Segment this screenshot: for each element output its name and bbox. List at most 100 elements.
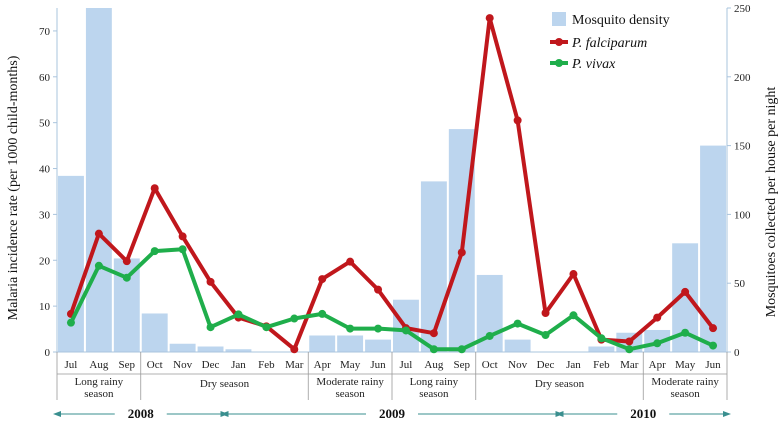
season-label-line: Dry season [535, 378, 585, 390]
p-vivax-point-3 [150, 247, 159, 256]
season-label: Dry season [535, 378, 585, 390]
p-vivax-point-23 [709, 341, 718, 350]
season-label: Long rainy season [410, 376, 459, 400]
legend: Mosquito density P. falciparum P. vivax [550, 12, 670, 72]
season-label-line: season [670, 388, 700, 400]
left-tick-label: 0 [45, 347, 51, 359]
legend-label-mosquito: Mosquito density [572, 13, 670, 28]
left-tick-label: 40 [39, 164, 51, 176]
p-vivax-point-20 [625, 345, 634, 354]
month-label: Jul [400, 359, 413, 371]
legend-label-series: P. vivax [571, 57, 616, 72]
month-label: Jan [566, 359, 581, 371]
axes: 0 10 20 30 40 50 60 70 0 50 100 150 200 250 Malaria in… [6, 3, 779, 359]
p-vivax-point-12 [401, 326, 410, 335]
season-label: Moderate rainy season [316, 376, 384, 400]
season-label-line: season [419, 388, 449, 400]
season-label-line: season [335, 388, 365, 400]
bar-may-10 [337, 335, 364, 352]
month-label: Nov [508, 359, 527, 371]
series-lines [66, 14, 718, 354]
p-vivax-point-9 [318, 309, 327, 318]
p-falciparum-point-10 [346, 257, 355, 266]
left-tick-label: 10 [39, 301, 51, 313]
right-tick-label: 200 [734, 72, 751, 84]
p-falciparum-point-14 [457, 248, 466, 257]
bar-dec-5 [197, 346, 224, 352]
p-falciparum-point-15 [485, 14, 494, 23]
season-label: Moderate rainy season [651, 376, 719, 400]
month-label: Jun [705, 359, 721, 371]
p-vivax-point-5 [206, 323, 215, 332]
legend-swatch-dot [555, 38, 563, 46]
bar-apr-9 [309, 335, 336, 352]
month-label: Nov [173, 359, 192, 371]
p-vivax-point-18 [569, 311, 578, 320]
right-tick-label: 150 [734, 141, 751, 153]
month-label: Sep [454, 359, 471, 371]
p-vivax-point-15 [485, 331, 494, 340]
p-vivax-point-22 [681, 328, 690, 337]
month-label: Oct [147, 359, 163, 371]
season-label: Long rainy season [75, 376, 124, 400]
p-falciparum-point-5 [206, 277, 215, 286]
p-falciparum-point-4 [178, 232, 187, 241]
left-axis-title: Malaria incidence rate (per 1000 child-m… [6, 55, 21, 320]
left-tick-label: 50 [39, 118, 51, 130]
p-falciparum-point-1 [94, 229, 103, 238]
p-falciparum-point-20 [625, 337, 634, 346]
p-vivax-point-17 [541, 331, 550, 340]
year-label: 2010 [630, 406, 656, 421]
bar-nov-4 [169, 343, 196, 352]
p-falciparum-point-16 [513, 116, 522, 125]
month-label: Oct [482, 359, 498, 371]
p-falciparum-point-23 [709, 324, 718, 333]
p-vivax-point-6 [234, 310, 243, 319]
p-vivax-point-7 [262, 323, 271, 332]
month-label: Apr [314, 359, 331, 371]
season-label-line: Moderate rainy [316, 376, 384, 388]
season-label-line: season [84, 388, 114, 400]
p-falciparum-point-2 [122, 257, 131, 266]
season-label: Dry season [200, 378, 250, 390]
p-falciparum-point-13 [429, 329, 438, 338]
month-label: Sep [119, 359, 136, 371]
legend-swatch-dot [555, 59, 563, 67]
p-vivax-point-14 [457, 345, 466, 354]
p-falciparum-line [69, 16, 715, 352]
month-label: May [675, 359, 696, 371]
p-falciparum-point-22 [681, 287, 690, 296]
mosquito-density-bars [58, 8, 726, 352]
p-vivax-point-13 [429, 345, 438, 354]
p-vivax-point-8 [290, 314, 299, 323]
month-label: Feb [258, 359, 275, 371]
month-label: Feb [593, 359, 610, 371]
left-tick-label: 30 [39, 209, 51, 221]
p-falciparum-point-3 [150, 184, 159, 193]
p-falciparum-point-17 [541, 309, 550, 318]
right-tick-label: 50 [734, 278, 746, 290]
p-falciparum-point-18 [569, 270, 578, 279]
p-falciparum-point-9 [318, 275, 327, 284]
bar-aug-13 [420, 181, 447, 352]
legend-label-series: P. falciparum [571, 36, 647, 51]
month-label: Jul [65, 359, 78, 371]
p-vivax-line [69, 247, 714, 352]
month-label: May [340, 359, 361, 371]
bar-feb-19 [588, 346, 615, 352]
month-label: Dec [537, 359, 555, 371]
p-falciparum-point-21 [653, 313, 662, 322]
left-tick-label: 70 [39, 26, 51, 38]
season-label-line: Long rainy [410, 376, 459, 388]
month-label: Jun [370, 359, 386, 371]
month-label: Aug [89, 359, 108, 371]
season-label-line: Long rainy [75, 376, 124, 388]
right-tick-label: 0 [734, 347, 740, 359]
left-tick-label: 60 [39, 72, 51, 84]
right-tick-label: 100 [734, 209, 751, 221]
p-falciparum-point-11 [374, 285, 383, 294]
p-vivax-point-19 [597, 334, 606, 343]
bar-jun-23 [700, 145, 726, 352]
bar-aug-1 [85, 8, 112, 352]
